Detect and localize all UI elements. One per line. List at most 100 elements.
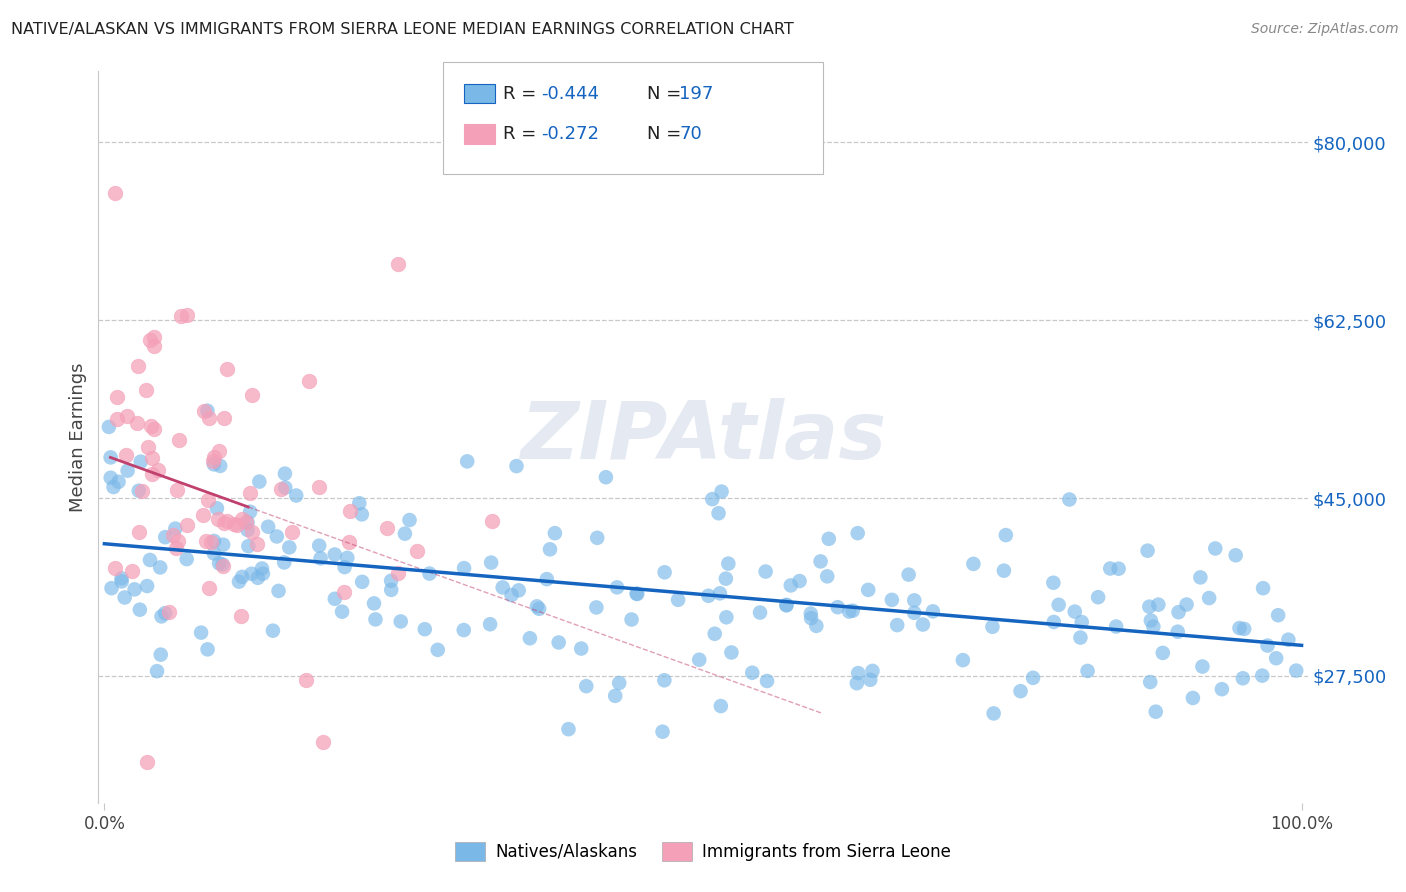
Point: [842, 604, 865, 618]
Point: [215, 514, 238, 528]
Point: [838, 605, 860, 619]
Point: [97, 420, 120, 434]
Point: [456, 454, 478, 468]
Point: [1140, 614, 1163, 628]
Point: [115, 409, 138, 424]
Point: [1285, 664, 1308, 678]
Point: [1139, 675, 1161, 690]
Point: [114, 591, 136, 605]
Text: Source: ZipAtlas.com: Source: ZipAtlas.com: [1251, 22, 1399, 37]
Point: [280, 524, 302, 539]
Point: [337, 534, 360, 549]
Point: [339, 504, 361, 518]
Point: [136, 579, 159, 593]
Point: [115, 449, 138, 463]
Point: [1277, 632, 1299, 647]
Point: [212, 559, 235, 574]
Point: [1175, 598, 1198, 612]
Point: [239, 505, 262, 519]
Point: [815, 569, 838, 583]
Point: [110, 571, 132, 585]
Point: [257, 519, 280, 533]
Point: [212, 538, 235, 552]
Point: [240, 525, 263, 540]
Point: [194, 533, 217, 548]
Text: 197: 197: [679, 85, 713, 103]
Point: [240, 388, 263, 402]
Point: [1144, 705, 1167, 719]
Point: [527, 602, 550, 616]
Point: [1181, 690, 1204, 705]
Point: [1022, 671, 1045, 685]
Point: [1198, 591, 1220, 605]
Point: [267, 583, 290, 598]
Point: [131, 484, 153, 499]
Point: [246, 537, 269, 551]
Text: -0.272: -0.272: [541, 125, 599, 143]
Point: [1229, 621, 1251, 635]
Point: [135, 383, 157, 397]
Point: [222, 517, 245, 532]
Point: [749, 606, 772, 620]
Point: [827, 600, 849, 615]
Point: [190, 625, 212, 640]
Point: [1152, 646, 1174, 660]
Point: [846, 526, 869, 541]
Point: [274, 467, 297, 481]
Y-axis label: Median Earnings: Median Earnings: [69, 362, 87, 512]
Point: [149, 648, 172, 662]
Point: [250, 561, 273, 575]
Point: [859, 673, 882, 687]
Point: [1010, 684, 1032, 698]
Point: [1105, 619, 1128, 633]
Point: [755, 565, 778, 579]
Point: [239, 486, 262, 500]
Point: [654, 566, 676, 580]
Text: -0.444: -0.444: [541, 85, 599, 103]
Point: [1211, 682, 1233, 697]
Point: [252, 566, 274, 581]
Point: [146, 463, 169, 477]
Point: [349, 496, 371, 510]
Point: [394, 526, 416, 541]
Point: [389, 615, 412, 629]
Point: [125, 416, 148, 430]
Point: [311, 735, 333, 749]
Point: [111, 574, 134, 589]
Point: [266, 529, 288, 543]
Point: [308, 539, 330, 553]
Point: [716, 610, 738, 624]
Point: [207, 512, 229, 526]
Point: [922, 604, 945, 618]
Point: [235, 515, 257, 529]
Point: [136, 755, 159, 769]
Point: [231, 570, 253, 584]
Point: [176, 308, 198, 322]
Point: [702, 492, 724, 507]
Point: [479, 617, 502, 632]
Point: [858, 582, 880, 597]
Point: [191, 508, 214, 522]
Point: [136, 440, 159, 454]
Point: [197, 642, 219, 657]
Point: [492, 581, 515, 595]
Point: [810, 554, 832, 568]
Point: [350, 508, 373, 522]
Point: [129, 455, 152, 469]
Point: [911, 617, 934, 632]
Point: [703, 627, 725, 641]
Point: [626, 586, 648, 600]
Point: [155, 530, 177, 544]
Point: [720, 645, 742, 659]
Point: [167, 533, 190, 548]
Point: [162, 527, 184, 541]
Point: [103, 480, 125, 494]
Point: [333, 584, 356, 599]
Point: [104, 561, 127, 575]
Point: [707, 506, 730, 520]
Point: [352, 574, 374, 589]
Point: [779, 578, 801, 592]
Point: [262, 624, 284, 638]
Point: [688, 653, 710, 667]
Point: [298, 374, 321, 388]
